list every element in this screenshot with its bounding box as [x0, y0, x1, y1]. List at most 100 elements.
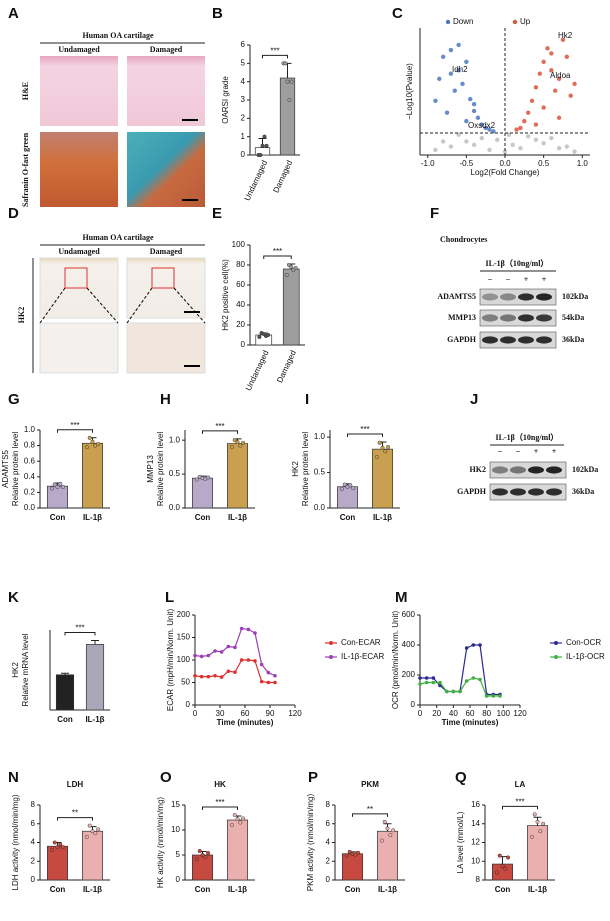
x-tick-label: IL-1β: [85, 715, 104, 724]
data-point: [518, 146, 523, 151]
data-point: [456, 132, 461, 137]
significance: ***: [515, 797, 524, 806]
data-point: [533, 122, 539, 127]
data-point: [537, 71, 542, 76]
micrograph: [126, 322, 206, 374]
x-tick-label: IL-1β: [528, 885, 547, 894]
row-label: Safranin O-fast green: [21, 132, 30, 207]
legend-marker: [554, 655, 558, 659]
zoom-line: [86, 287, 119, 324]
legend-marker: [554, 641, 558, 645]
data-point: [471, 142, 477, 148]
y-tick-label: 15: [171, 800, 180, 809]
series-marker: [193, 653, 197, 658]
y-tick-label: 6: [326, 819, 331, 828]
data-point: [238, 820, 243, 825]
x-tick-label: Con: [195, 513, 211, 522]
y-tick-label: 1.0: [24, 425, 36, 434]
data-point: [556, 115, 562, 120]
series-marker: [239, 626, 244, 631]
significance-bracket: [202, 430, 238, 434]
y-tick-label: 40: [236, 300, 245, 309]
legend-marker: [329, 641, 333, 645]
x-tick-label: 120: [513, 709, 527, 718]
data-point: [61, 845, 66, 850]
gene-label: Hk2: [558, 31, 573, 40]
legend-label: IL-1β-ECAR: [341, 652, 385, 661]
significance-bracket: [57, 429, 93, 433]
data-point: [433, 98, 438, 104]
data-point: [229, 444, 234, 449]
zoom-box: [64, 267, 88, 289]
series-marker: [253, 659, 257, 663]
data-point: [235, 440, 240, 445]
data-point: [380, 445, 385, 450]
y-tick-label: 20: [236, 320, 245, 329]
data-point: [87, 435, 92, 440]
data-point: [525, 110, 531, 115]
treatment: IL-1β（10ng/ml）: [486, 258, 549, 268]
y-axis-label: HK2 positive cell(%): [221, 259, 230, 331]
y-tick-label: 1.0: [169, 435, 181, 444]
chart-title: HK: [214, 780, 226, 789]
data-point: [535, 819, 540, 824]
data-point: [49, 486, 54, 491]
y-tick-label: 5: [176, 850, 181, 859]
y-axis-label: ECAR (mpH/min/Norm. Unit): [166, 609, 175, 712]
y-tick-label: 2: [326, 856, 331, 865]
y-tick-label: 0: [186, 700, 191, 709]
data-point: [96, 827, 101, 832]
data-point: [479, 135, 485, 141]
data-point: [229, 823, 234, 828]
data-point: [487, 147, 492, 153]
y-tick-label: 0: [326, 875, 331, 884]
x-tick-label: IL-1β: [83, 885, 102, 894]
significance: ***: [273, 247, 282, 256]
series-marker: [206, 674, 211, 679]
protein-label: ADAMTS5: [437, 292, 476, 301]
data-point: [386, 445, 391, 450]
panel-letter: K: [8, 589, 19, 606]
micrograph: [40, 56, 118, 126]
data-point: [379, 838, 384, 843]
legend-label: Down: [453, 17, 473, 26]
data-point: [283, 61, 288, 66]
series-marker: [478, 677, 482, 682]
y-tick-label: 0.4: [24, 472, 36, 481]
y-tick-label: 2: [31, 856, 36, 865]
micrograph: [39, 322, 119, 374]
data-point: [241, 816, 246, 821]
data-point: [235, 817, 240, 822]
y-tick-label: 8: [326, 800, 331, 809]
data-point: [495, 137, 500, 142]
y-tick-label: 4: [31, 838, 36, 847]
data-point: [538, 829, 543, 834]
data-point: [241, 440, 246, 445]
x-axis-label: Time (minutes): [442, 718, 499, 727]
column-label: Damaged: [150, 247, 183, 256]
lane-sign: −: [488, 275, 493, 284]
x-tick-label: 20: [432, 709, 441, 718]
significance-bracket: [57, 817, 93, 821]
data-point: [347, 849, 352, 854]
protein-label: GAPDH: [457, 487, 487, 496]
x-tick-label: 80: [482, 709, 491, 718]
y-tick-label: 0: [31, 875, 36, 884]
data-point: [440, 139, 446, 144]
blot-band: [500, 336, 516, 344]
y-tick-label: 0: [176, 875, 181, 884]
y-tick-label: 10: [171, 825, 180, 834]
x-tick-label: IL-1β: [228, 885, 247, 894]
y-tick-label: 8: [31, 800, 36, 809]
micrograph: [127, 56, 205, 126]
y-tick-label: 16: [471, 800, 480, 809]
blot-band: [518, 293, 534, 301]
blot-band: [528, 466, 544, 474]
data-point: [90, 439, 95, 444]
blot-band: [528, 488, 544, 496]
error-bar: [91, 640, 99, 645]
data-point: [287, 97, 292, 102]
x-tick-label: 60: [466, 709, 475, 718]
data-point: [58, 481, 63, 486]
